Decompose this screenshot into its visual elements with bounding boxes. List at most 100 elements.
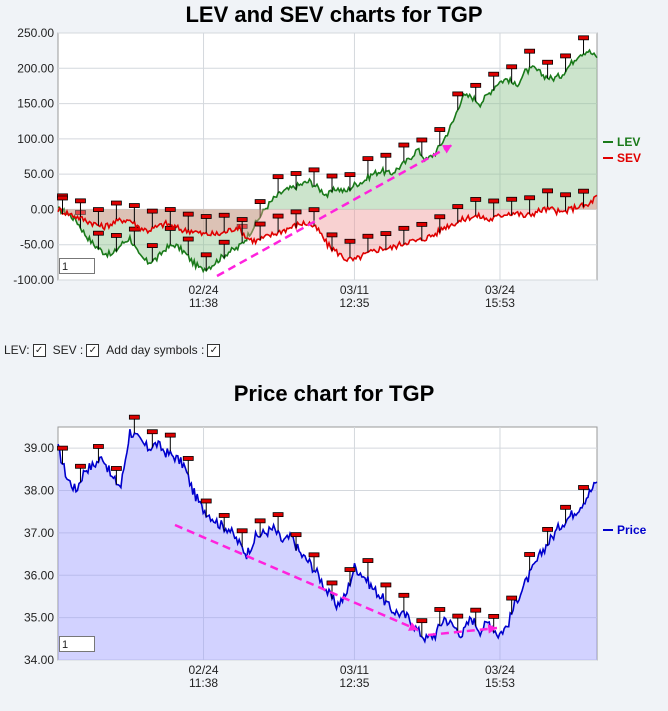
day-symbol-marker: [272, 213, 284, 219]
trend-arrow-head: [442, 145, 452, 154]
day-symbol-marker: [560, 192, 571, 198]
day-symbol-marker: [110, 200, 122, 206]
y-tick-label: 39.00: [24, 441, 54, 455]
day-symbol-marker: [146, 243, 158, 248]
y-tick-label: 150.00: [17, 97, 54, 111]
day-symbol-marker: [380, 582, 392, 588]
day-symbol-marker: [236, 528, 248, 534]
day-symbol-marker: [470, 197, 482, 202]
day-symbol-marker: [164, 226, 176, 231]
day-symbol-marker: [254, 518, 266, 524]
day-symbol-marker: [416, 618, 428, 624]
day-symbol-marker: [218, 513, 230, 518]
day-symbol-marker: [524, 195, 536, 201]
sev-checkbox[interactable]: ✓: [86, 343, 100, 357]
y-tick-label: 36.00: [24, 568, 54, 582]
day-symbol-marker: [218, 212, 230, 218]
price-chart: 39.00 38.00 37.00 36.00 35.00 34.00 02/2411:38…: [24, 414, 647, 690]
x-tick-date: 02/24: [189, 283, 219, 297]
day-symbol-marker: [560, 504, 571, 510]
day-symbol-marker: [416, 221, 428, 227]
y-tick-label: 38.00: [24, 484, 54, 498]
day-symbol-marker: [164, 432, 176, 438]
day-symbol-marker: [128, 226, 140, 232]
day-symbol-marker: [506, 64, 518, 70]
day-symbol-marker: [290, 209, 302, 215]
day-symbol-marker: [308, 207, 320, 213]
bottom-chart-input[interactable]: 1: [59, 636, 95, 652]
day-symbol-marker: [75, 198, 86, 204]
day-symbol-marker: [326, 232, 338, 238]
day-symbol-marker: [182, 456, 194, 461]
day-symbol-marker: [75, 463, 86, 469]
series-line-lev: [57, 48, 598, 274]
y-tick-label: 37.00: [24, 526, 54, 540]
day-symbol-marker: [128, 414, 140, 420]
day-symbol-marker: [488, 71, 500, 77]
day-symbol-marker: [308, 552, 320, 558]
y-tick-label: 35.00: [24, 611, 54, 625]
day-symbol-marker: [434, 214, 446, 220]
day-symbol-marker: [380, 152, 392, 158]
day-symbol-marker: [93, 230, 104, 236]
day-symbol-marker: [110, 466, 122, 471]
day-symbol-marker: [290, 171, 302, 176]
y-tick-label: 50.00: [24, 167, 54, 181]
day-symbol-marker: [290, 532, 302, 538]
x-tick-time: 12:35: [339, 296, 369, 310]
day-symbol-marker: [398, 142, 410, 148]
day-symbol-marker: [218, 239, 230, 245]
day-symbol-marker: [182, 236, 194, 242]
day-symbol-marker: [470, 607, 482, 613]
day-symbol-marker: [272, 174, 284, 180]
day-symbol-marker: [93, 207, 104, 212]
day-symbol-marker: [434, 127, 446, 132]
y-tick-label: -100.00: [13, 273, 54, 287]
series-area-price: [58, 429, 597, 660]
day-symbol-marker: [362, 156, 374, 162]
lev-checkbox[interactable]: ✓: [32, 343, 46, 357]
day-symbol-marker: [57, 195, 68, 201]
x-tick-time: 15:53: [485, 296, 515, 310]
day-symbol-marker: [542, 59, 553, 65]
day-symbol-marker: [128, 203, 140, 208]
day-symbol-marker: [200, 498, 212, 504]
series-line-price: [57, 429, 598, 644]
x-tick-date: 02/24: [189, 663, 219, 677]
day-symbol-marker: [272, 512, 284, 518]
day-symbol-marker: [254, 199, 266, 204]
plot-area: [57, 426, 598, 661]
day-symbol-marker: [560, 53, 571, 59]
lev-toggle-label: LEV:: [4, 343, 30, 357]
day-symbol-marker: [578, 35, 589, 41]
day-symbol-marker: [524, 48, 536, 54]
day-symbol-marker: [488, 198, 500, 204]
x-tick-date: 03/24: [485, 283, 515, 297]
day-symbol-marker: [416, 137, 428, 143]
top-chart-input[interactable]: 1: [59, 258, 95, 274]
day-symbol-marker: [398, 592, 410, 598]
lev-sev-chart-title: LEV and SEV charts for TGP: [185, 2, 483, 27]
day-symbol-marker: [57, 445, 68, 451]
sev-toggle-label: SEV :: [52, 343, 84, 357]
day-symbol-marker: [506, 196, 518, 202]
x-tick-time: 12:35: [339, 676, 369, 690]
trend-arrow-line: [427, 626, 498, 637]
y-tick-label: 0.00: [31, 202, 55, 216]
series-toggle-controls: LEV: ✓ SEV : ✓ Add day symbols : ✓: [4, 343, 224, 357]
day-symbol-marker: [362, 558, 374, 563]
y-tick-label: 250.00: [17, 26, 54, 40]
y-tick-label: 100.00: [17, 132, 54, 146]
x-tick-date: 03/11: [340, 283, 369, 297]
day-symbols-checkbox[interactable]: ✓: [207, 343, 221, 357]
day-symbol-marker: [524, 552, 536, 557]
day-symbol-marker: [236, 217, 248, 222]
day-symbol-marker: [308, 167, 320, 173]
x-tick-date: 03/11: [340, 663, 369, 677]
day-symbol-marker: [110, 233, 122, 238]
day-symbol-marker: [200, 214, 212, 219]
day-symbol-marker: [506, 595, 518, 601]
day-symbol-marker: [146, 429, 158, 435]
x-tick-time: 11:38: [189, 676, 218, 690]
y-tick-label: 34.00: [24, 653, 54, 667]
